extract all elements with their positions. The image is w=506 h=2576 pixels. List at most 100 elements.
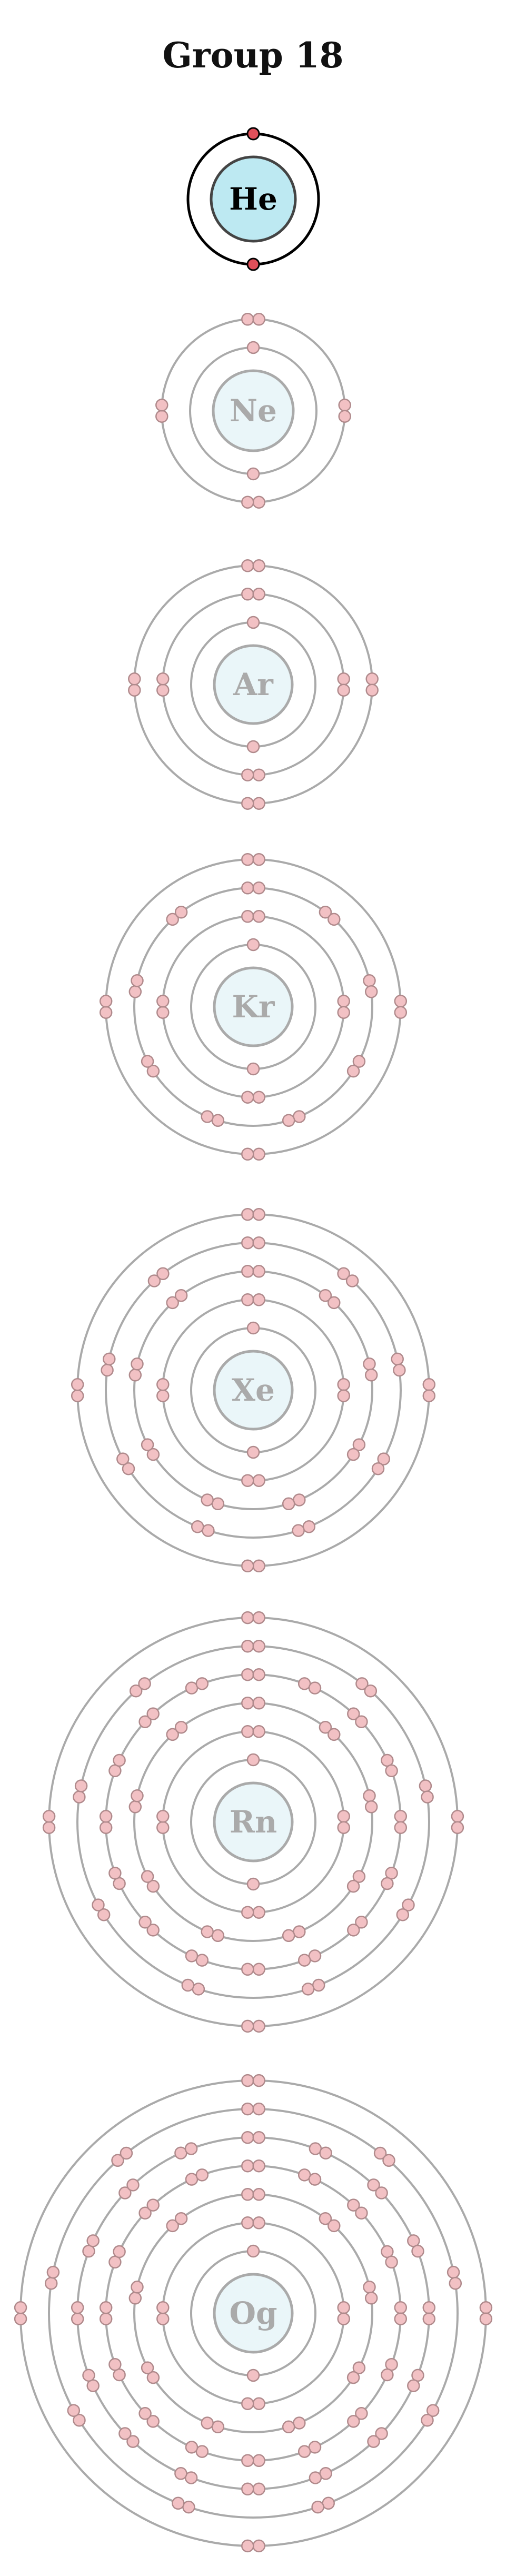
- electron: [156, 995, 170, 1008]
- electron: [131, 1358, 144, 1371]
- electron: [99, 1006, 113, 1019]
- electron: [394, 1006, 408, 1019]
- page-title: Group 18: [162, 35, 344, 76]
- electron: [337, 2312, 350, 2325]
- electron: [451, 1810, 464, 1823]
- electron: [319, 1289, 332, 1302]
- electron: [120, 2146, 133, 2160]
- electron: [146, 1448, 160, 1461]
- electron: [394, 1821, 408, 1834]
- electron: [246, 740, 260, 754]
- electron: [138, 2407, 152, 2420]
- electron: [297, 1954, 311, 1967]
- electron: [391, 1352, 404, 1366]
- electron: [108, 2357, 122, 2371]
- electron: [252, 1725, 265, 1738]
- electron: [111, 2154, 124, 2167]
- electron: [241, 313, 254, 326]
- electron: [99, 2312, 113, 2325]
- electron: [319, 2146, 332, 2159]
- electron: [479, 2301, 493, 2314]
- electron: [192, 1983, 205, 1996]
- electron: [241, 1147, 254, 1161]
- electron: [241, 2539, 254, 2553]
- electron: [252, 313, 265, 326]
- electron: [252, 1639, 265, 1653]
- electron: [352, 2361, 366, 2374]
- electron: [422, 1389, 436, 1402]
- electron: [146, 1707, 160, 1720]
- electron: [252, 1207, 265, 1221]
- electron: [128, 672, 141, 686]
- electron: [355, 1677, 369, 1690]
- electron: [241, 1639, 254, 1653]
- electron: [422, 1378, 436, 1391]
- electron: [166, 1728, 179, 1741]
- electron: [241, 1668, 254, 1681]
- electron: [252, 2454, 265, 2468]
- electron: [241, 1559, 254, 1573]
- electron: [156, 2301, 170, 2314]
- electron: [252, 1611, 265, 1624]
- electron: [103, 1352, 116, 1366]
- electron: [241, 2216, 254, 2230]
- electron: [301, 1983, 315, 1996]
- electron: [292, 1524, 305, 1537]
- electron: [156, 1389, 170, 1402]
- electron: [128, 2292, 142, 2305]
- electron: [185, 2441, 199, 2454]
- electron: [141, 1438, 154, 1451]
- electron: [246, 1753, 260, 1767]
- electron: [422, 2301, 436, 2314]
- electron: [293, 2416, 306, 2430]
- atom-kr: Kr: [99, 853, 408, 1161]
- electron: [352, 1438, 366, 1451]
- element-symbol: Kr: [232, 989, 275, 1025]
- electron: [14, 2312, 27, 2325]
- electron: [241, 1963, 254, 1976]
- electron: [375, 2186, 388, 2199]
- electron: [394, 1810, 408, 1823]
- electron: [99, 995, 113, 1008]
- electron: [131, 1789, 144, 1802]
- electron: [86, 2234, 100, 2247]
- electron: [319, 905, 332, 919]
- electron: [252, 1293, 265, 1306]
- electron: [355, 2206, 368, 2220]
- electron: [128, 985, 142, 998]
- electron: [155, 410, 168, 423]
- electron: [419, 1779, 432, 1792]
- electron: [252, 1668, 265, 1681]
- electron: [174, 905, 188, 919]
- atom-he: He: [186, 127, 320, 271]
- electron: [211, 1114, 225, 1127]
- electron: [138, 1677, 151, 1690]
- electron: [241, 910, 254, 923]
- electron: [241, 2397, 254, 2410]
- electron: [246, 616, 260, 629]
- electron: [181, 1978, 195, 1992]
- electron: [73, 1790, 86, 1804]
- electron: [147, 1274, 161, 1287]
- electron: [252, 2188, 265, 2201]
- electron: [252, 910, 265, 923]
- electron: [347, 1707, 360, 1720]
- electron: [44, 2276, 58, 2290]
- electron: [241, 768, 254, 781]
- electron: [201, 1110, 214, 1123]
- electron: [252, 797, 265, 810]
- electron: [146, 1924, 160, 1937]
- electron: [166, 2219, 179, 2233]
- electron: [346, 1879, 360, 1893]
- electron: [71, 1389, 84, 1402]
- electron: [297, 2445, 311, 2458]
- atom-ne: Ne: [155, 313, 351, 509]
- electron: [396, 1908, 410, 1921]
- electron: [156, 1378, 170, 1391]
- electron: [365, 672, 379, 686]
- electron: [14, 2301, 27, 2314]
- atom-rn: Rn: [42, 1611, 464, 2033]
- electron: [42, 1810, 56, 1823]
- electron: [241, 2019, 254, 2033]
- electron: [252, 1906, 265, 1919]
